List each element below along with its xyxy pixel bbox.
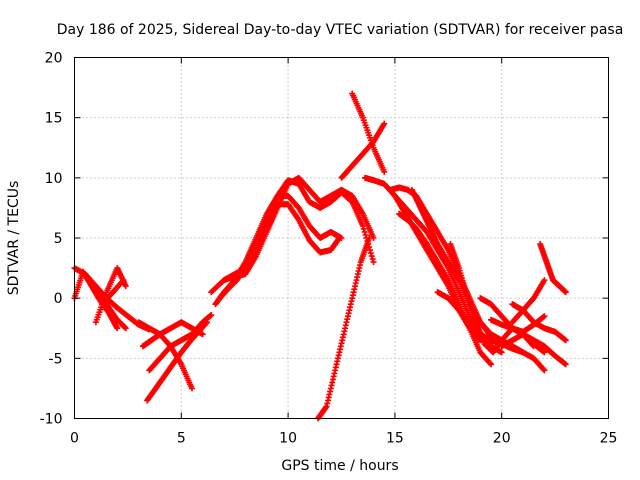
- data-point: [368, 253, 375, 260]
- x-tick-label: 5: [177, 431, 186, 447]
- data-point: [120, 277, 127, 284]
- x-tick-label: 0: [70, 431, 79, 447]
- data-point: [562, 337, 569, 344]
- series-arc-26: [488, 313, 548, 335]
- data-point: [562, 361, 569, 368]
- data-point: [540, 366, 547, 373]
- data-series: [71, 90, 569, 422]
- data-point: [114, 325, 121, 332]
- x-tick-label: 10: [279, 431, 297, 447]
- y-tick-label: 0: [54, 291, 63, 307]
- x-tick-label: 25: [600, 431, 618, 447]
- series-arc-28: [509, 277, 548, 326]
- data-point: [367, 250, 374, 257]
- axis-ticks: 0 5 10 15 20 25 -10 -5 0 5 10 15 20: [40, 51, 618, 447]
- data-point: [361, 228, 368, 235]
- chart-title: Day 186 of 2025, Sidereal Day-to-day VTE…: [57, 22, 624, 38]
- series-arc-14: [315, 235, 373, 422]
- series-arc-13: [221, 174, 377, 284]
- data-point: [122, 325, 129, 332]
- data-point: [370, 259, 377, 266]
- data-point: [199, 331, 206, 338]
- data-point: [541, 367, 548, 374]
- data-point: [362, 231, 369, 238]
- series-arc-27: [498, 331, 569, 368]
- series-arc-15: [338, 120, 388, 181]
- data-point: [498, 349, 505, 356]
- data-point: [381, 168, 388, 175]
- series-arc-7: [139, 319, 206, 350]
- data-point: [369, 256, 376, 263]
- y-tick-label: 15: [45, 111, 63, 127]
- y-tick-label: 20: [45, 51, 63, 67]
- data-point: [541, 277, 548, 284]
- data-point: [208, 312, 215, 319]
- x-tick-label: 20: [493, 431, 511, 447]
- data-point: [188, 385, 195, 392]
- data-point: [119, 278, 126, 285]
- grid: [74, 57, 609, 419]
- data-point: [541, 313, 548, 320]
- series-arc-5: [99, 277, 127, 308]
- series-arc-16: [349, 90, 388, 175]
- data-point: [360, 225, 367, 232]
- data-point: [366, 235, 373, 241]
- series-arc-9: [146, 312, 215, 374]
- data-point: [359, 222, 366, 229]
- y-axis-label: SDTVAR / TECUs: [6, 181, 22, 296]
- data-point: [488, 361, 495, 368]
- x-tick-label: 15: [386, 431, 404, 447]
- data-point: [381, 120, 388, 127]
- data-point: [562, 289, 569, 296]
- y-tick-label: 5: [54, 231, 63, 247]
- data-point: [336, 235, 343, 241]
- data-point: [487, 360, 494, 367]
- x-axis-label: GPS time / hours: [281, 458, 398, 474]
- data-point: [541, 349, 548, 356]
- y-tick-label: -10: [40, 412, 63, 428]
- data-point: [122, 283, 129, 290]
- y-tick-label: 10: [45, 171, 63, 187]
- y-tick-label: -5: [49, 351, 63, 367]
- series-arc-29: [537, 241, 569, 296]
